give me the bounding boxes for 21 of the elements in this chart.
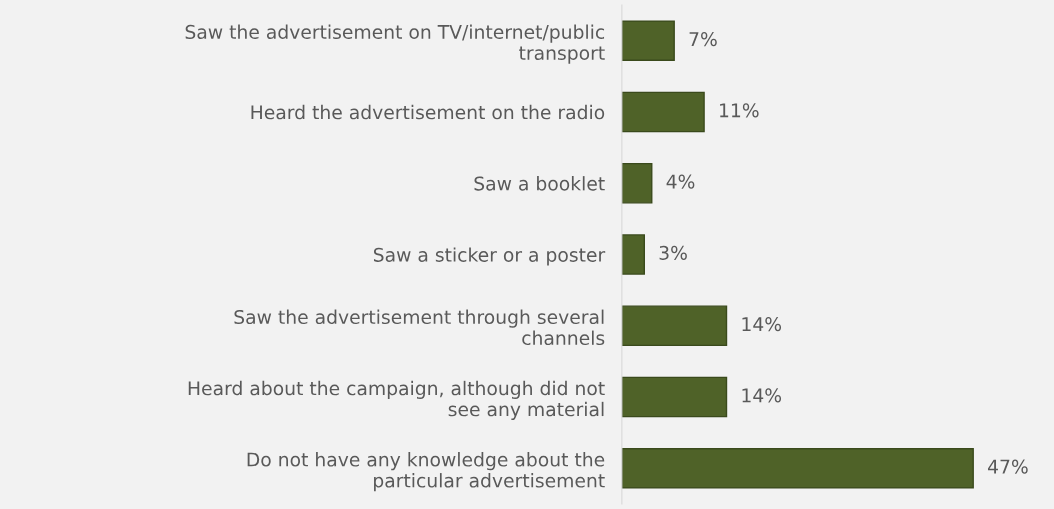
- data-label: 7%: [689, 31, 717, 47]
- y-tick-label: Saw a sticker or a poster: [373, 247, 606, 266]
- y-tick-label: Saw a booklet: [474, 176, 605, 191]
- y-tick-label: Heard about the campaign, although did not see any material: [188, 380, 605, 420]
- data-label: 11%: [720, 103, 759, 118]
- data-label: 3%: [659, 245, 687, 260]
- data-label: 47%: [988, 459, 1028, 474]
- data-label: 14%: [742, 388, 782, 403]
- y-tick-label: Do not have any knowledge about the particular advertisement: [247, 452, 605, 492]
- bar: [621, 234, 645, 275]
- data-label: 14%: [742, 317, 782, 332]
- bar: [621, 162, 653, 204]
- bar: [621, 20, 675, 62]
- y-tick-label: Saw the advertisement on TV/internet/public transport: [185, 24, 605, 64]
- bar: [621, 91, 705, 133]
- y-tick-label: Saw the advertisement through several channels: [234, 309, 605, 346]
- y-tick-label: Heard the advertisement on the radio: [251, 104, 605, 120]
- bar: [621, 376, 728, 418]
- bar: [621, 305, 728, 347]
- data-label: 4%: [666, 174, 695, 189]
- bar: [621, 447, 974, 489]
